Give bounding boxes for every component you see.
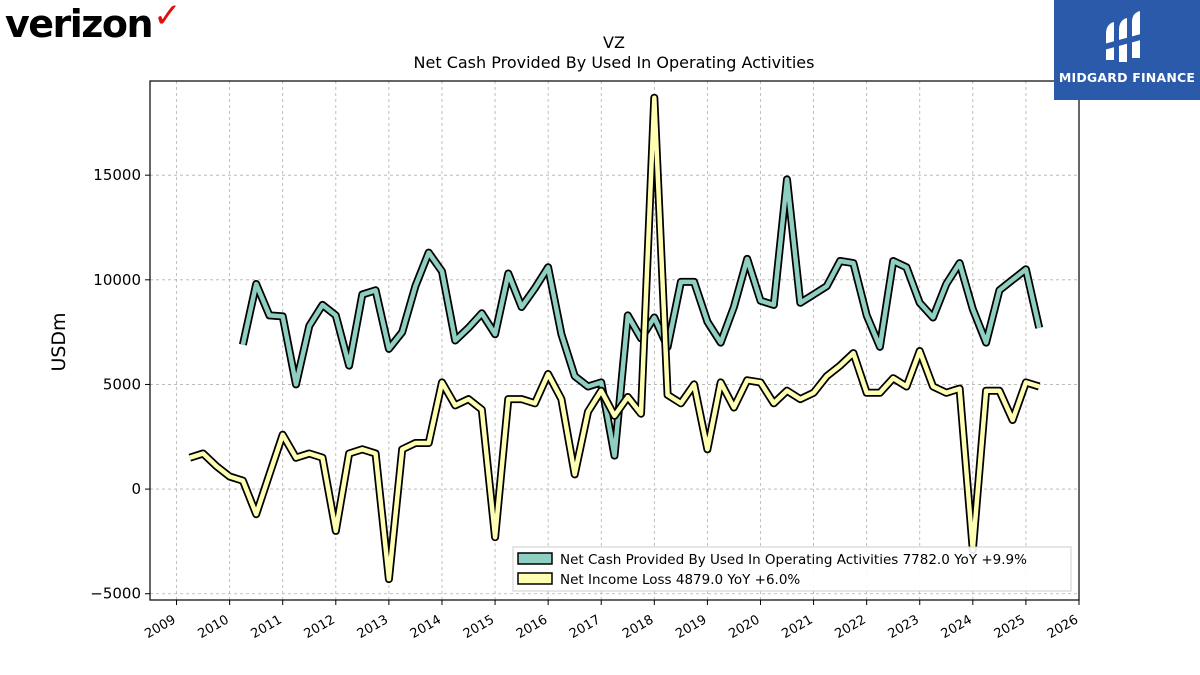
legend-label-operating-cash: Net Cash Provided By Used In Operating A… [560, 552, 1027, 568]
x-tick-label: 2014 [408, 612, 444, 642]
y-tick-label: 5000 [103, 375, 141, 393]
x-tick-label: 2024 [939, 612, 975, 642]
legend-label-net-income: Net Income Loss 4879.0 YoY +6.0% [560, 572, 800, 588]
y-tick-label: 15000 [93, 166, 141, 184]
x-tick-label: 2023 [886, 612, 922, 642]
midgard-finance-name: MIDGARD FINANCE [1058, 70, 1196, 85]
chart-subtitle: Net Cash Provided By Used In Operating A… [414, 53, 815, 72]
verizon-wordmark: verizon [5, 2, 154, 46]
plot-frame [149, 80, 1080, 601]
x-tick-label: 2022 [832, 612, 868, 642]
midgard-m-logo-icon [1104, 11, 1148, 62]
legend-swatch-operating-cash [517, 552, 553, 565]
x-axis-ticks: 2009 2010 2011 2012 2013 2014 2015 2016 2017 2018… [142, 600, 1081, 642]
x-tick-label: 2011 [249, 612, 285, 642]
x-tick-label: 2021 [779, 612, 815, 642]
x-tick-label: 2017 [567, 612, 603, 642]
series-outline-net-income [188, 93, 1041, 584]
x-tick-label: 2013 [355, 612, 391, 642]
legend-box [512, 546, 1072, 592]
x-tick-label: 2020 [726, 612, 762, 642]
x-tick-label: 2019 [673, 612, 709, 642]
x-tick-label: 2016 [514, 612, 550, 642]
y-axis-ticks: −5000 0 5000 10000 15000 [90, 166, 150, 603]
y-tick-label: −5000 [90, 585, 141, 603]
verizon-check-icon: ✓ [153, 0, 182, 36]
x-tick-label: 2012 [302, 612, 338, 642]
y-axis-label: USDm [48, 312, 70, 371]
chart-title: VZ [603, 33, 625, 52]
legend-swatch-net-income [517, 572, 553, 585]
x-tick-label: 2025 [992, 612, 1028, 642]
series-line-net-income [189, 95, 1040, 582]
x-tick-label: 2010 [195, 612, 231, 642]
series-lines [188, 93, 1044, 584]
legend: Net Cash Provided By Used In Operating A… [512, 546, 1072, 592]
verizon-logo: verizon✓ [5, 0, 182, 46]
x-tick-label: 2018 [620, 612, 656, 642]
x-tick-label: 2009 [142, 612, 178, 642]
y-tick-label: 10000 [93, 271, 141, 289]
x-tick-label: 2026 [1045, 612, 1081, 642]
midgard-finance-logo: MIDGARD FINANCE [1054, 0, 1200, 100]
y-tick-label: 0 [131, 480, 141, 498]
x-tick-label: 2015 [461, 612, 497, 642]
